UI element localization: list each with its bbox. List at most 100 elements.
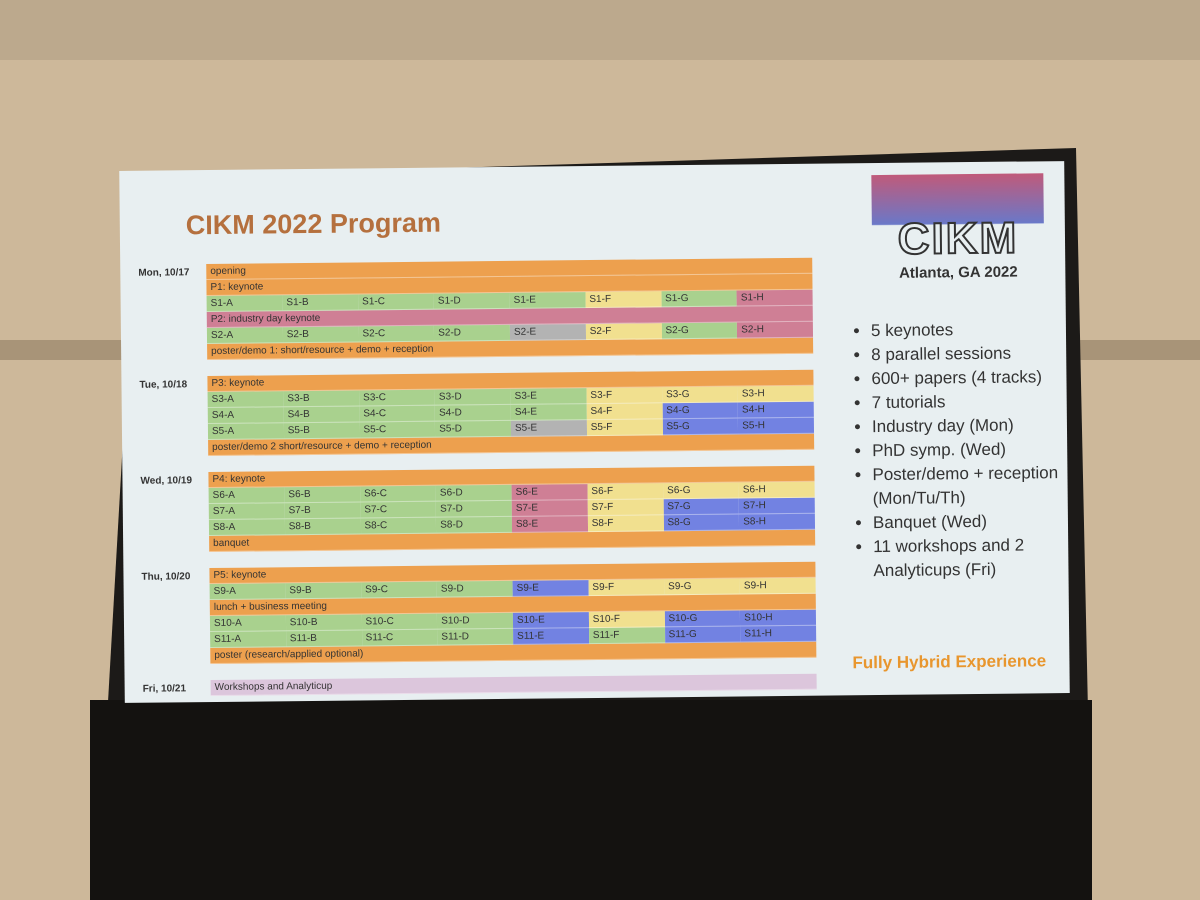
bullet: Banquet (Wed) <box>873 509 1070 535</box>
session-cell: S3-B <box>283 390 360 408</box>
session-cell: S3-G <box>662 386 738 404</box>
ceiling <box>0 0 1200 60</box>
slide-title: CIKM 2022 Program <box>185 207 442 241</box>
footer: Fully Hybrid Experience <box>852 651 1047 673</box>
slide: CIKM 2022 Program CIKM Atlanta, GA 2022 … <box>119 161 1070 703</box>
session-cell: S3-C <box>359 389 435 407</box>
session-cell: S2-F <box>585 323 662 341</box>
session-cell: S1-D <box>433 292 510 310</box>
session-cell: S8-C <box>360 517 437 535</box>
session-cell: S6-D <box>435 484 512 502</box>
session-cell: S8-H <box>739 513 816 531</box>
bullet: 5 keynotes <box>871 317 1070 343</box>
session-cell: S8-F <box>587 515 664 533</box>
session-cell: S10-H <box>740 609 817 627</box>
session-cell: S6-B <box>284 486 361 504</box>
session-cell: S1-G <box>661 290 737 308</box>
session-cell: S4-D <box>434 404 511 422</box>
session-cell: S11-G <box>664 626 741 644</box>
session-cell: S5-A <box>207 423 284 441</box>
session-cell: S5-E <box>510 420 587 437</box>
session-cell: S4-C <box>359 405 436 423</box>
session-cell: S7-G <box>663 498 740 516</box>
session-cell: S7-C <box>360 501 437 519</box>
session-cell: S11-B <box>285 630 362 648</box>
bullet: 8 parallel sessions <box>871 341 1070 367</box>
session-cell: S8-A <box>208 519 285 537</box>
session-cell: S2-C <box>358 325 435 343</box>
bullet: Poster/demo + reception (Mon/Tu/Th) <box>872 461 1069 511</box>
session-cell: S10-B <box>285 614 362 632</box>
session-cell: S3-H <box>737 385 814 403</box>
session-cell: S9-E <box>512 580 589 597</box>
session-cell: S9-F <box>588 579 665 597</box>
session-cell: S11-A <box>210 631 286 649</box>
session-cell: S9-B <box>285 582 362 600</box>
session-cell: S10-G <box>664 610 741 628</box>
session-cell: S11-H <box>740 625 817 643</box>
session-cell: S8-E <box>511 516 588 533</box>
session-cell: S5-D <box>435 420 512 438</box>
session-cell: S7-B <box>284 502 361 520</box>
session-cell: S9-A <box>209 583 286 601</box>
logo-place: Atlanta, GA 2022 <box>898 263 1018 282</box>
session-cell: S4-H <box>737 401 814 419</box>
session-cell: S8-B <box>284 518 361 536</box>
bullet: 7 tutorials <box>872 389 1070 415</box>
session-cell: S6-F <box>587 483 664 501</box>
session-cell: S10-D <box>437 612 514 630</box>
day-label: Mon, 10/17 <box>138 267 190 279</box>
session-cell: S4-B <box>283 406 360 424</box>
session-cell: S11-C <box>361 629 438 647</box>
band: Workshops and Analyticup <box>210 673 817 697</box>
session-cell: S6-A <box>208 487 285 505</box>
bullet: 600+ papers (4 tracks) <box>871 365 1069 391</box>
bullet: Industry day (Mon) <box>872 413 1070 439</box>
session-cell: S3-F <box>586 387 663 405</box>
session-cell: S8-G <box>663 514 740 532</box>
logo-name: CIKM <box>897 213 1020 265</box>
session-cell: S7-A <box>208 503 285 521</box>
session-cell: S5-B <box>283 422 360 440</box>
session-cell: S2-A <box>206 327 283 345</box>
session-cell: S5-H <box>738 417 815 435</box>
session-cell: S2-D <box>434 324 511 342</box>
session-cell: S2-H <box>737 321 814 339</box>
session-cell: S7-H <box>738 497 815 515</box>
session-cell: S11-F <box>588 627 665 645</box>
session-cell: S6-C <box>360 485 436 503</box>
session-cell: S7-F <box>587 499 664 517</box>
session-cell: S5-C <box>359 421 436 439</box>
session-cell: S8-D <box>436 516 513 534</box>
session-cell: S10-E <box>512 612 589 629</box>
bullet-list: 5 keynotes8 parallel sessions600+ papers… <box>847 317 1070 583</box>
day-label: Wed, 10/19 <box>140 475 193 487</box>
session-cell: S1-C <box>358 293 434 311</box>
session-cell: S5-G <box>662 418 739 436</box>
session-cell: S9-G <box>664 578 740 596</box>
session-cell: S10-C <box>361 613 438 631</box>
session-cell: S2-B <box>282 326 359 344</box>
session-cell: S11-D <box>437 628 514 646</box>
session-cell: S4-G <box>662 402 739 420</box>
session-cell: S7-D <box>435 500 512 518</box>
day-label: Tue, 10/18 <box>139 379 188 391</box>
logo: CIKM Atlanta, GA 2022 <box>871 173 1045 286</box>
session-cell: S9-H <box>739 577 816 595</box>
session-cell: S4-A <box>207 407 284 425</box>
session-cell: S7-E <box>511 500 588 517</box>
bullet: 11 workshops and 2 Analyticups (Fri) <box>873 533 1070 583</box>
session-cell: S2-G <box>661 322 738 340</box>
session-cell: S1-H <box>736 289 813 307</box>
session-cell: S11-E <box>513 628 589 645</box>
stage-curtain <box>90 700 1092 900</box>
session-cell: S10-F <box>588 611 665 629</box>
session-cell: S1-A <box>206 295 283 313</box>
session-cell: S3-E <box>510 388 587 405</box>
session-cell: S1-E <box>509 292 586 309</box>
session-cell: S4-F <box>586 403 663 421</box>
day-label: Thu, 10/20 <box>141 571 191 583</box>
session-cell: S2-E <box>509 324 586 341</box>
day-label: Fri, 10/21 <box>142 683 187 695</box>
